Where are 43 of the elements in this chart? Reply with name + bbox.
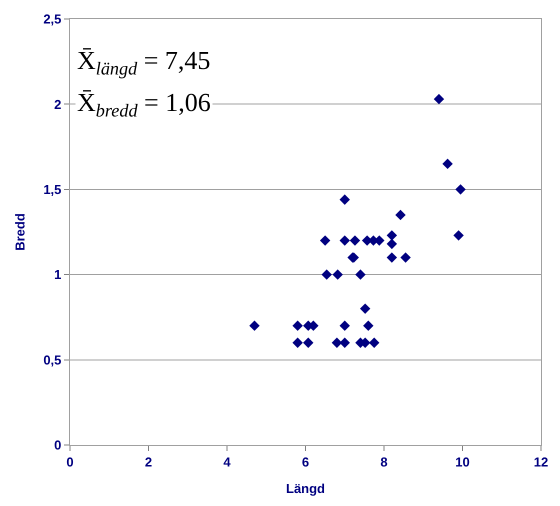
x-tick-label: 12 [534, 454, 548, 470]
point [332, 269, 343, 280]
annotation: X̄$_{längd}$ = 7,45 [77, 46, 210, 78]
y-axis-title: Bredd [12, 213, 28, 251]
y-tick-label: 1,5 [43, 182, 62, 197]
point [350, 235, 360, 246]
annotation: X̄$_{bredd}$ = 1,06 [77, 88, 211, 120]
x-tick-label: 8 [380, 454, 388, 470]
x-tick-label: 4 [223, 454, 232, 470]
point [368, 338, 380, 348]
point [292, 320, 303, 331]
point [322, 269, 332, 280]
point [386, 238, 398, 250]
point [434, 94, 444, 104]
point [303, 338, 314, 348]
point [249, 320, 260, 331]
point [455, 184, 466, 195]
y-tick-label: 1 [54, 267, 62, 282]
point [386, 230, 398, 241]
point [340, 338, 350, 348]
point [453, 230, 464, 241]
point [386, 252, 398, 263]
x-tick-label: 10 [455, 454, 470, 470]
point [355, 269, 366, 280]
y-tick-label: 2 [54, 96, 62, 112]
point [332, 338, 342, 348]
y-tick-label: 0,5 [43, 352, 62, 368]
y-tick-label: 2,5 [43, 12, 62, 27]
point [340, 235, 350, 246]
point [363, 320, 374, 331]
point [340, 320, 350, 331]
point [395, 210, 406, 220]
point [400, 252, 411, 263]
x-axis-title: Längd [286, 481, 326, 496]
x-tick-label: 0 [66, 454, 74, 470]
y-tick-label: 0 [54, 438, 62, 453]
x-tick-label: 2 [144, 454, 152, 470]
point [340, 194, 350, 205]
point [442, 158, 453, 170]
x-tick-label: 6 [302, 454, 310, 470]
point [360, 303, 370, 314]
point [320, 235, 330, 246]
point [292, 338, 303, 348]
